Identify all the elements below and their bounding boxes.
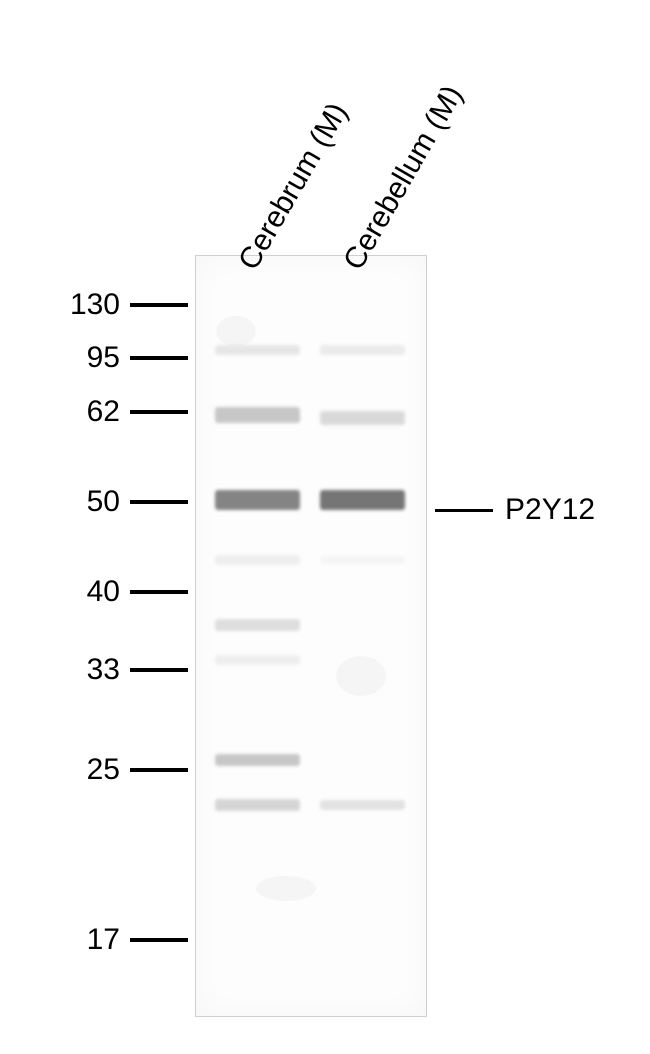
western-blot-figure: { "figure": { "type": "western-blot", "w…	[0, 0, 650, 1054]
mw-label-62: 62	[87, 397, 120, 427]
lane1-band-7	[215, 799, 301, 811]
lane1-band-4	[215, 619, 301, 631]
mw-label-25: 25	[87, 755, 120, 785]
lane1-band-0	[215, 345, 301, 355]
target-tick	[435, 509, 493, 512]
mw-tick-50	[130, 500, 188, 504]
lane1	[210, 255, 305, 1015]
lane2	[315, 255, 410, 1015]
lane1-band-6	[215, 754, 301, 766]
mw-label-50: 50	[87, 487, 120, 517]
mw-tick-62	[130, 410, 188, 414]
mw-tick-17	[130, 938, 188, 942]
mw-label-33: 33	[87, 655, 120, 685]
lane2-band-2	[320, 490, 406, 510]
lane2-band-0	[320, 345, 406, 355]
target-label: P2Y12	[505, 495, 595, 525]
lane1-band-3	[215, 555, 301, 565]
lane2-band-1	[320, 411, 406, 425]
mw-label-95: 95	[87, 343, 120, 373]
mw-tick-25	[130, 768, 188, 772]
mw-tick-33	[130, 668, 188, 672]
mw-label-40: 40	[87, 577, 120, 607]
lane1-band-1	[215, 407, 301, 423]
lane2-band-4	[320, 800, 406, 810]
mw-tick-130	[130, 303, 188, 307]
mw-tick-40	[130, 590, 188, 594]
mw-label-17: 17	[87, 925, 120, 955]
lane-label-lane2: Cerebellum (M)	[339, 81, 468, 275]
lane1-band-2	[215, 490, 301, 510]
lane-label-lane1: Cerebrum (M)	[234, 98, 353, 275]
lane2-band-3	[320, 556, 406, 564]
lane1-band-5	[215, 655, 301, 665]
mw-label-130: 130	[70, 290, 120, 320]
mw-tick-95	[130, 356, 188, 360]
